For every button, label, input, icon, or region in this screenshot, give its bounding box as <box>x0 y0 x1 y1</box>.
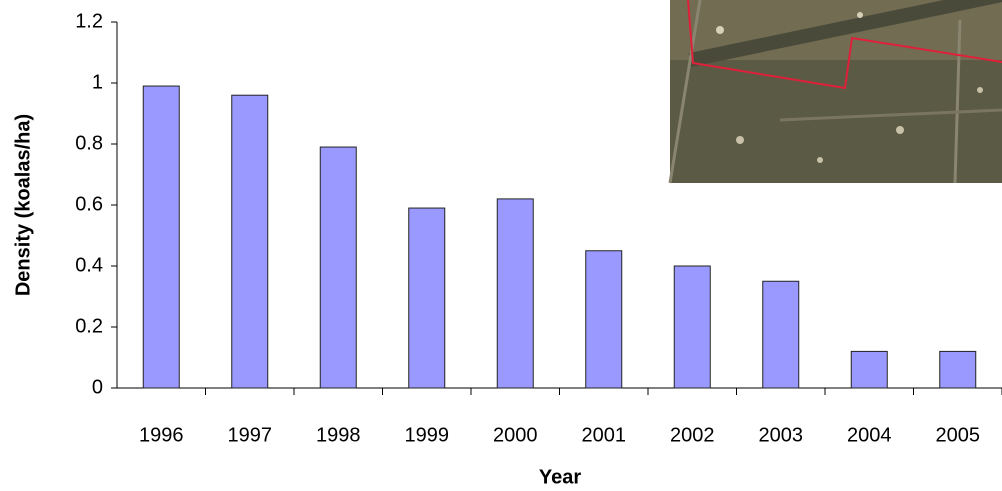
y-tick-label: 0.8 <box>75 132 103 154</box>
y-tick-label: 0.2 <box>75 315 103 337</box>
x-tick-label: 2005 <box>936 424 981 446</box>
y-tick-label: 0.4 <box>75 254 103 276</box>
y-tick-label: 1 <box>92 71 103 93</box>
bar <box>673 265 711 389</box>
bar <box>585 250 623 389</box>
x-tick-label: 1997 <box>228 424 273 446</box>
bar <box>850 350 888 389</box>
inset-photo <box>668 0 1002 184</box>
x-tick-label: 2000 <box>493 424 538 446</box>
x-tick-label: 1998 <box>316 424 361 446</box>
bar <box>319 146 357 389</box>
bar <box>142 85 180 389</box>
bar <box>939 350 977 389</box>
y-tick-label: 0.6 <box>75 193 103 215</box>
y-tick-label: 0 <box>92 376 103 398</box>
bar <box>231 94 269 389</box>
x-tick-label: 1996 <box>139 424 184 446</box>
y-tick-label: 1.2 <box>75 10 103 32</box>
x-tick-label: 2004 <box>847 424 892 446</box>
bar <box>496 198 534 389</box>
x-tick-label: 2002 <box>670 424 715 446</box>
x-tick-label: 1999 <box>405 424 450 446</box>
y-axis-title: Density (koalas/ha) <box>12 114 34 296</box>
x-axis-title: Year <box>539 466 581 488</box>
x-tick-label: 2003 <box>759 424 804 446</box>
bar <box>762 280 800 389</box>
bar <box>408 207 446 389</box>
x-tick-label: 2001 <box>582 424 627 446</box>
